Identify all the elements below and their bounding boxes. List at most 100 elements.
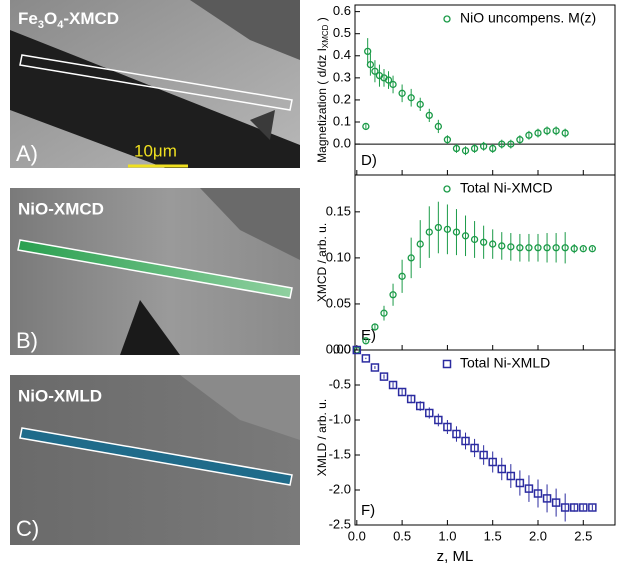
- marker: [389, 291, 397, 299]
- marker: [569, 503, 579, 512]
- marker: [461, 147, 470, 155]
- title-part: Fe: [18, 9, 38, 28]
- y-tick-label: 0.6: [333, 3, 351, 18]
- marker: [388, 380, 398, 390]
- y-axis-label: XMCD / arb. u.: [315, 223, 329, 302]
- marker: [551, 498, 561, 507]
- y-tick-label: 0.0: [333, 341, 351, 356]
- marker: [384, 76, 393, 84]
- marker: [416, 240, 424, 248]
- marker: [362, 337, 370, 345]
- marker: [552, 127, 560, 135]
- marker: [506, 471, 516, 481]
- title-part: 4: [57, 19, 64, 31]
- marker: [525, 244, 533, 252]
- marker: [560, 503, 570, 512]
- y-tick-label: -0.5: [329, 376, 351, 391]
- y-tick-label: 0.2: [333, 91, 351, 106]
- marker: [507, 243, 515, 251]
- marker: [443, 225, 452, 233]
- marker: [543, 127, 551, 135]
- y-tick-label: 0.05: [326, 295, 351, 310]
- marker: [588, 503, 597, 512]
- image-panel-c: NiO-XMLD C): [10, 375, 300, 545]
- marker: [470, 144, 479, 153]
- y-tick-label: 0.10: [326, 249, 351, 264]
- marker: [371, 323, 379, 331]
- marker: [461, 232, 470, 240]
- y-tick-label: -2.0: [329, 481, 351, 496]
- legend-marker: [443, 185, 451, 193]
- image-title: NiO-XMCD: [18, 199, 104, 218]
- panel-label: D): [361, 152, 377, 169]
- panel-label: A): [16, 141, 38, 166]
- plot-frame: [354, 349, 616, 526]
- legend-label: Total Ni-XMLD: [460, 355, 550, 371]
- image-panel-b: NiO-XMCD B): [10, 188, 300, 355]
- x-tick-label: 1.5: [484, 528, 502, 543]
- panel-label: C): [16, 516, 39, 541]
- marker: [361, 354, 371, 363]
- marker: [488, 457, 497, 467]
- marker: [370, 363, 380, 372]
- y-axis-label: Magnetization ( d/dz IXMCD ): [315, 17, 330, 163]
- y-tick-label: 0.3: [333, 69, 351, 84]
- marker: [542, 494, 552, 503]
- marker: [524, 484, 534, 493]
- marker: [398, 89, 406, 97]
- marker: [425, 408, 434, 418]
- marker: [398, 272, 406, 280]
- y-tick-label: 0.5: [333, 25, 351, 40]
- marker: [366, 60, 375, 69]
- marker: [434, 223, 442, 232]
- marker: [588, 245, 597, 253]
- marker: [543, 244, 551, 252]
- x-tick-label: 1.0: [438, 528, 456, 543]
- x-tick-label: 2.5: [574, 528, 592, 543]
- marker: [362, 122, 370, 131]
- panel-label: E): [361, 327, 376, 344]
- marker: [561, 244, 569, 252]
- marker: [515, 478, 525, 488]
- y-label-part: XMLD / arb. u.: [315, 399, 329, 476]
- marker: [516, 136, 524, 144]
- y-axis-label: XMLD / arb. u.: [315, 399, 329, 476]
- marker: [579, 503, 588, 512]
- x-axis-label: z, ML: [437, 548, 474, 565]
- marker: [461, 436, 470, 446]
- marker: [533, 489, 543, 498]
- marker: [561, 129, 569, 137]
- marker: [497, 464, 507, 474]
- x-tick-label: 0.5: [393, 528, 411, 543]
- marker: [443, 422, 452, 432]
- marker: [371, 67, 379, 75]
- marker: [498, 140, 506, 148]
- marker: [452, 144, 461, 153]
- marker: [379, 372, 389, 381]
- marker: [415, 401, 425, 411]
- marker: [489, 240, 497, 248]
- marker: [425, 228, 433, 236]
- legend-marker: [443, 15, 451, 23]
- y-tick-label: -1.0: [329, 411, 351, 426]
- marker: [407, 94, 415, 102]
- marker: [579, 245, 587, 253]
- legend-marker: [442, 359, 452, 369]
- y-label-part: XMCD / arb. u.: [315, 223, 329, 302]
- marker: [534, 244, 542, 252]
- x-tick-label: 0.0: [348, 528, 366, 543]
- marker: [507, 140, 515, 148]
- panel-label: F): [361, 502, 375, 519]
- y-label-part: XMCD: [321, 24, 330, 48]
- marker: [525, 131, 533, 139]
- marker: [479, 142, 488, 150]
- marker: [479, 238, 488, 246]
- y-tick-label: 0.15: [326, 203, 351, 218]
- marker: [470, 443, 479, 453]
- marker: [470, 235, 479, 244]
- marker: [570, 245, 578, 253]
- marker: [434, 122, 442, 131]
- marker: [452, 228, 461, 236]
- y-tick-label: -2.5: [329, 516, 351, 531]
- marker: [534, 129, 542, 137]
